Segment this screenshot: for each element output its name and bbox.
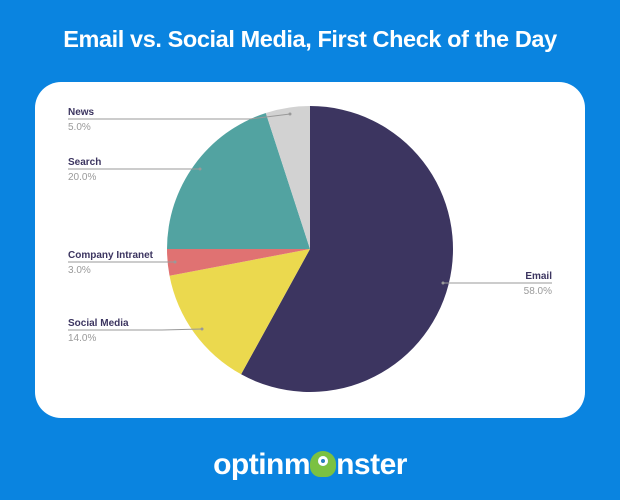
pie-slice-search	[167, 112, 310, 249]
pie-slice-news	[265, 106, 310, 249]
slice-value-company-intranet: 3.0%	[68, 265, 91, 276]
pie-slice-social-media	[169, 249, 310, 375]
leader-line-social-media	[68, 328, 203, 331]
slice-value-search: 20.0%	[68, 172, 96, 183]
chart-title: Email vs. Social Media, First Check of t…	[63, 26, 557, 52]
leader-line-news	[68, 113, 291, 120]
optinmonster-logo: optinm nster	[0, 448, 620, 482]
logo-text-left: optinm	[213, 448, 311, 481]
leader-dot-news	[288, 112, 292, 116]
monster-icon	[310, 451, 337, 477]
slice-value-social-media: 14.0%	[68, 333, 96, 344]
slice-label-search: Search	[68, 157, 101, 168]
leader-dot-email	[441, 281, 445, 285]
slice-label-social-media: Social Media	[68, 318, 129, 329]
logo-text-right: nster	[336, 448, 407, 481]
slice-value-email: 58.0%	[524, 286, 552, 297]
leader-dot-search	[198, 167, 202, 171]
pie-slice-company-intranet	[167, 249, 310, 276]
slice-label-company-intranet: Company Intranet	[68, 250, 154, 261]
slice-value-news: 5.0%	[68, 122, 91, 133]
slice-label-email: Email	[525, 271, 552, 282]
slice-label-news: News	[68, 107, 95, 118]
pie-slice-email	[241, 106, 454, 392]
leader-dot-company-intranet	[173, 260, 177, 264]
leader-dot-social-media	[200, 327, 204, 331]
